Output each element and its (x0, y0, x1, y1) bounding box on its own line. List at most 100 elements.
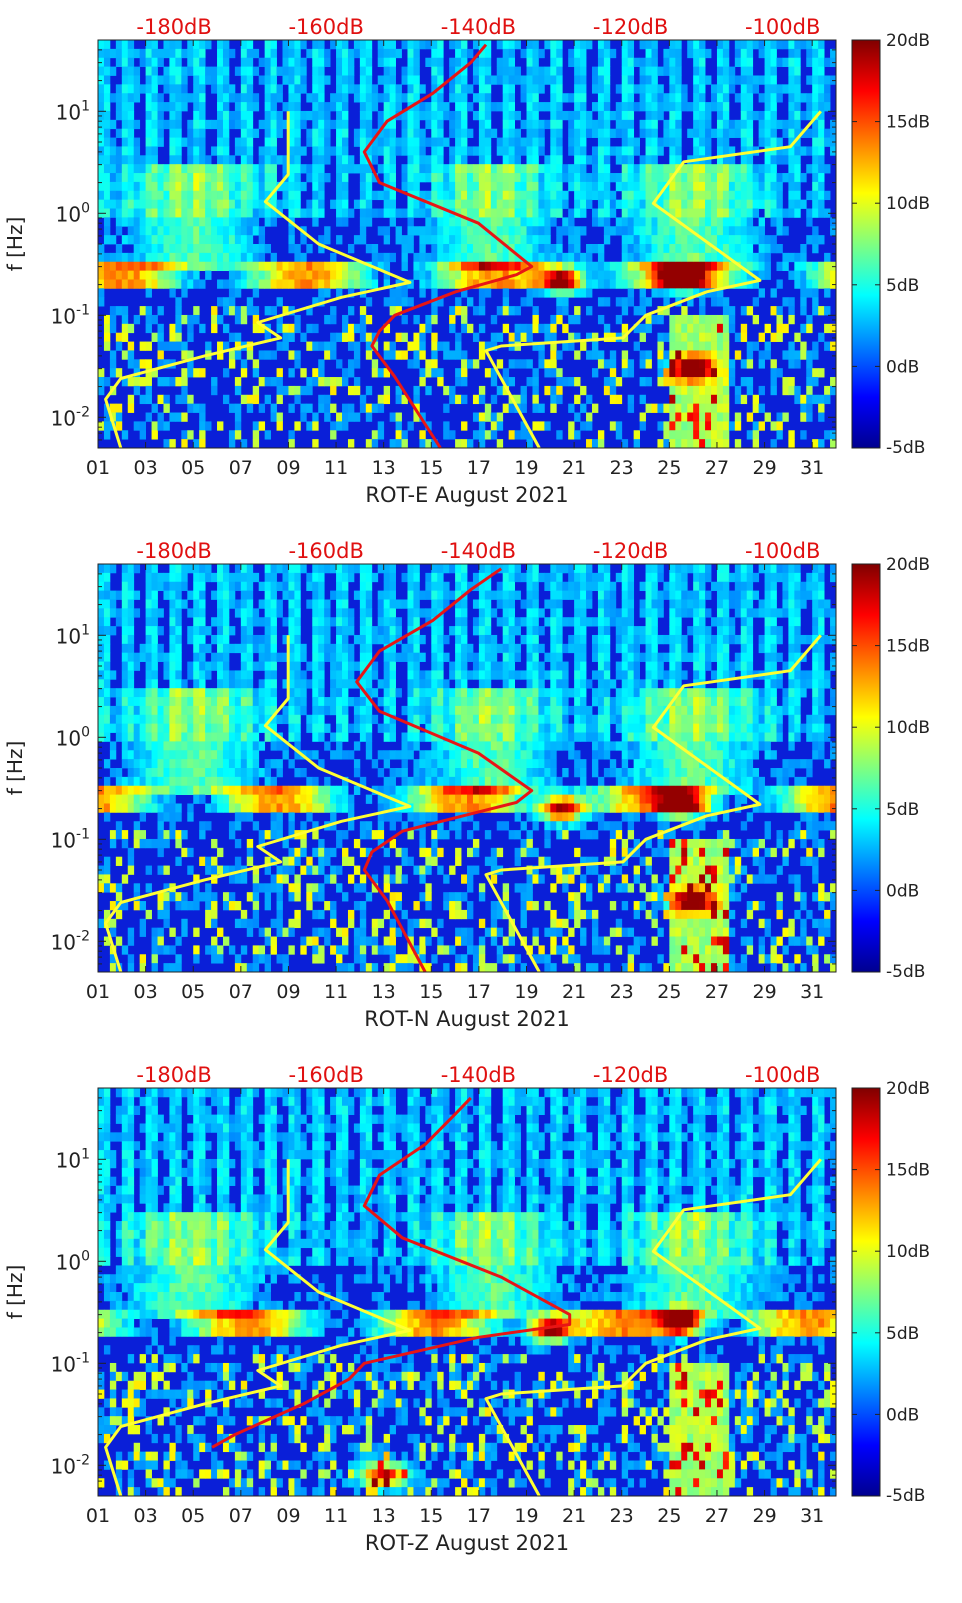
spectrogram-cell (241, 803, 247, 812)
spectrogram-cell (98, 608, 104, 617)
spectrogram-cell (134, 191, 140, 200)
spectrogram-cell (294, 803, 300, 812)
spectrogram-cell (187, 138, 193, 147)
spectrogram-cell (788, 67, 794, 76)
spectrogram-cell (235, 750, 241, 759)
spectrogram-cell (247, 573, 253, 582)
spectrogram-cell (253, 573, 259, 582)
spectrogram-cell (205, 253, 211, 262)
spectrogram-cell (229, 706, 235, 715)
spectrogram-cell (717, 138, 723, 147)
spectrogram-cell (312, 191, 318, 200)
spectrogram-cell (538, 191, 544, 200)
spectrogram-cell (158, 821, 164, 830)
spectrogram-cell (199, 715, 205, 724)
spectrogram-cell (288, 573, 294, 582)
spectrogram-cell (580, 200, 586, 209)
spectrogram-cell (663, 58, 669, 67)
spectrogram-cell (116, 182, 122, 191)
spectrogram-cell (509, 359, 515, 368)
spectrogram-cell (735, 350, 741, 359)
spectrogram-cell (128, 599, 134, 608)
spectrogram-cell (747, 413, 753, 422)
spectrogram-cell (223, 173, 229, 182)
spectrogram-cell (294, 209, 300, 218)
spectrogram-cell (169, 40, 175, 49)
spectrogram-cell (800, 253, 806, 262)
spectrogram-cell (134, 377, 140, 386)
spectrogram-cell (98, 591, 104, 600)
spectrogram-cell (217, 715, 223, 724)
spectrogram-cell (449, 191, 455, 200)
spectrogram-cell (717, 404, 723, 413)
spectrogram-cell (747, 386, 753, 395)
spectrogram-cell (640, 244, 646, 253)
spectrogram-cell (402, 430, 408, 439)
spectrogram-cell (699, 102, 705, 111)
spectrogram-cell (687, 271, 693, 280)
spectrogram-cell (294, 608, 300, 617)
spectrogram-cell (431, 306, 437, 315)
spectrogram-cell (122, 777, 128, 786)
spectrogram-cell (128, 679, 134, 688)
spectrogram-cell (622, 120, 628, 129)
spectrogram-cell (705, 439, 711, 448)
spectrogram-cell (146, 786, 152, 795)
spectrogram-cell (312, 342, 318, 351)
spectrogram-cell (235, 288, 241, 297)
spectrogram-cell (241, 244, 247, 253)
spectrogram-cell (390, 439, 396, 448)
spectrogram-cell (735, 333, 741, 342)
spectrogram-cell (402, 75, 408, 84)
spectrogram-cell (175, 146, 181, 155)
spectrogram-cell (175, 84, 181, 93)
spectrogram-cell (669, 138, 675, 147)
spectrogram-cell (158, 342, 164, 351)
spectrogram-cell (271, 741, 277, 750)
spectrogram-cell (116, 786, 122, 795)
spectrogram-cell (241, 111, 247, 120)
spectrogram-cell (169, 182, 175, 191)
spectrogram-cell (556, 67, 562, 76)
spectrogram-cell (699, 226, 705, 235)
spectrogram-cell (753, 84, 759, 93)
spectrogram-cell (146, 67, 152, 76)
spectrogram-cell (128, 342, 134, 351)
spectrogram-cell (277, 883, 283, 892)
spectrogram-cell (223, 599, 229, 608)
spectrogram-cell (211, 937, 217, 946)
spectrogram-cell (241, 741, 247, 750)
spectrogram-cell (675, 342, 681, 351)
spectrogram-cell (753, 253, 759, 262)
spectrogram-cell (544, 235, 550, 244)
spectrogram-cell (288, 786, 294, 795)
spectrogram-cell (652, 111, 658, 120)
spectrogram-cell (431, 315, 437, 324)
spectrogram-cell (360, 324, 366, 333)
spectrogram-cell (628, 244, 634, 253)
spectrogram-cell (146, 670, 152, 679)
spectrogram-cell (646, 75, 652, 84)
spectrogram-cell (640, 84, 646, 93)
spectrogram-cell (158, 209, 164, 218)
spectrogram-cell (300, 386, 306, 395)
spectrogram-cell (771, 191, 777, 200)
spectrogram-cell (378, 146, 384, 155)
spectrogram-cell (104, 573, 110, 582)
spectrogram-cell (693, 377, 699, 386)
spectrogram-cell (378, 395, 384, 404)
spectrogram-cell (277, 564, 283, 573)
spectrogram-cell (241, 670, 247, 679)
spectrogram-cell (116, 724, 122, 733)
spectrogram-cell (818, 75, 824, 84)
spectrogram-cell (705, 75, 711, 84)
spectrogram-cell (652, 279, 658, 288)
spectrogram-cell (455, 146, 461, 155)
spectrogram-cell (241, 874, 247, 883)
spectrogram-cell (294, 795, 300, 804)
spectrogram-cell (669, 342, 675, 351)
spectrogram-cell (663, 49, 669, 58)
spectrogram-cell (247, 768, 253, 777)
spectrogram-cell (318, 102, 324, 111)
spectrogram-cell (181, 67, 187, 76)
